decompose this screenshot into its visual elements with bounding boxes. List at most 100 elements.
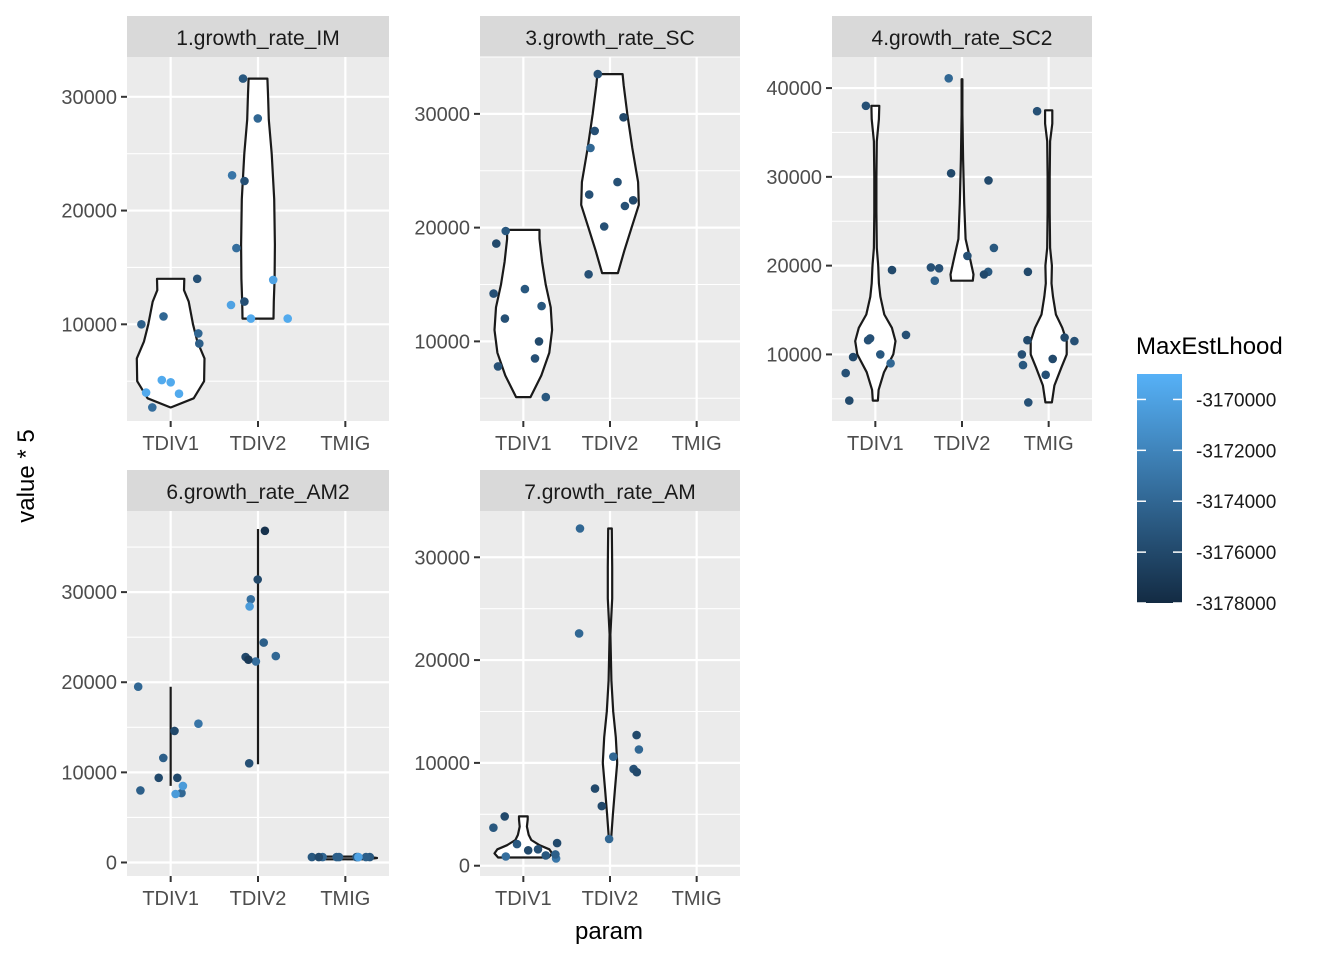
data-point bbox=[1017, 350, 1027, 359]
data-point bbox=[1024, 398, 1033, 407]
data-point bbox=[963, 251, 972, 261]
legend-title: MaxEstLhood bbox=[1136, 333, 1283, 360]
facet-panels: 1.growth_rate_IM 10000 20000 30000 TDIV1 TDIV… bbox=[61, 16, 1092, 910]
data-point bbox=[232, 243, 241, 253]
legend-colorbar bbox=[1137, 374, 1182, 603]
data-point bbox=[166, 378, 175, 387]
data-point bbox=[590, 126, 599, 136]
data-point bbox=[240, 297, 249, 306]
data-point bbox=[590, 784, 600, 793]
data-point bbox=[500, 314, 510, 323]
data-point bbox=[1023, 335, 1032, 345]
data-point bbox=[1060, 333, 1069, 342]
data-point bbox=[619, 113, 628, 122]
data-point bbox=[246, 314, 256, 323]
data-point bbox=[251, 657, 261, 666]
data-point bbox=[1032, 106, 1042, 116]
data-point bbox=[148, 403, 157, 412]
data-point bbox=[946, 169, 956, 178]
data-point bbox=[609, 752, 618, 761]
facet-title: 6.growth_rate_AM2 bbox=[166, 481, 349, 504]
data-point bbox=[848, 352, 858, 362]
data-point bbox=[489, 289, 498, 298]
data-point bbox=[137, 320, 146, 329]
data-point bbox=[492, 239, 501, 248]
data-point bbox=[632, 730, 641, 740]
x-tick-label: TDIV2 bbox=[934, 433, 991, 455]
x-tick-label: TDIV1 bbox=[495, 888, 552, 910]
data-point bbox=[886, 359, 895, 368]
data-point bbox=[574, 629, 584, 638]
data-point bbox=[260, 526, 270, 536]
data-point bbox=[584, 190, 594, 199]
y-tick-label: 20000 bbox=[61, 672, 117, 694]
data-point bbox=[501, 226, 511, 236]
data-point bbox=[551, 850, 560, 859]
data-point bbox=[246, 595, 256, 604]
data-point bbox=[141, 388, 151, 397]
y-tick-label: 10000 bbox=[414, 753, 470, 775]
data-point bbox=[1070, 336, 1079, 346]
y-tick-label: 10000 bbox=[61, 314, 117, 336]
y-tick-label: 30000 bbox=[61, 87, 117, 109]
x-axis-title: param bbox=[575, 918, 643, 945]
data-point bbox=[240, 176, 249, 186]
data-point bbox=[533, 845, 543, 854]
y-tick-label: 20000 bbox=[766, 256, 822, 278]
violin-shape bbox=[601, 527, 619, 841]
legend-tick-label: -3172000 bbox=[1196, 441, 1276, 462]
violin-shape bbox=[854, 104, 897, 402]
data-point bbox=[934, 264, 944, 273]
data-point bbox=[173, 773, 182, 783]
data-point bbox=[244, 759, 254, 768]
data-point bbox=[628, 196, 638, 205]
data-point bbox=[604, 834, 614, 844]
data-point bbox=[283, 314, 293, 323]
data-point bbox=[1041, 370, 1050, 380]
data-point bbox=[195, 339, 204, 348]
y-tick-label: 30000 bbox=[61, 582, 117, 604]
x-tick-label: TDIV2 bbox=[582, 888, 639, 910]
panel: 1.growth_rate_IM 10000 20000 30000 TDIV1 TDIV… bbox=[61, 16, 389, 455]
x-tick-label: TDIV2 bbox=[230, 433, 287, 455]
data-point bbox=[268, 275, 278, 285]
legend-tick-label: -3178000 bbox=[1196, 594, 1276, 615]
y-axis-title: value * 5 bbox=[13, 429, 40, 522]
data-point bbox=[541, 851, 551, 860]
y-tick-label: 20000 bbox=[414, 650, 470, 672]
facet-strip bbox=[480, 16, 740, 57]
x-tick-label: TDIV2 bbox=[582, 433, 639, 455]
data-point bbox=[271, 651, 281, 661]
data-point bbox=[354, 852, 363, 862]
data-point bbox=[599, 222, 609, 231]
facet-strip bbox=[127, 16, 389, 57]
y-tick-label: 30000 bbox=[766, 167, 822, 189]
data-point bbox=[133, 682, 143, 691]
data-point bbox=[500, 812, 510, 821]
data-point bbox=[501, 852, 511, 861]
data-point bbox=[534, 337, 544, 346]
data-point bbox=[314, 852, 324, 862]
data-point bbox=[159, 312, 168, 321]
data-point bbox=[930, 276, 940, 286]
data-point bbox=[552, 838, 562, 848]
data-point bbox=[597, 801, 607, 811]
x-tick-label: TMIG bbox=[320, 888, 370, 910]
panel: 3.growth_rate_SC 10000 20000 30000 TDIV1 TDIV… bbox=[414, 16, 740, 455]
facet-title: 3.growth_rate_SC bbox=[525, 27, 694, 50]
facet-strip bbox=[127, 470, 389, 511]
data-point bbox=[493, 362, 503, 371]
y-tick-label: 0 bbox=[459, 856, 470, 878]
data-point bbox=[901, 330, 911, 340]
violin-shape bbox=[135, 277, 206, 409]
y-tick-label: 10000 bbox=[766, 344, 822, 366]
x-tick-label: TDIV1 bbox=[495, 433, 552, 455]
data-point bbox=[865, 334, 875, 343]
data-point bbox=[489, 823, 498, 832]
facet-title: 4.growth_rate_SC2 bbox=[872, 27, 1053, 50]
data-point bbox=[192, 274, 202, 284]
facet-strip bbox=[832, 16, 1092, 57]
data-point bbox=[523, 846, 533, 855]
x-tick-label: TDIV1 bbox=[847, 433, 904, 455]
